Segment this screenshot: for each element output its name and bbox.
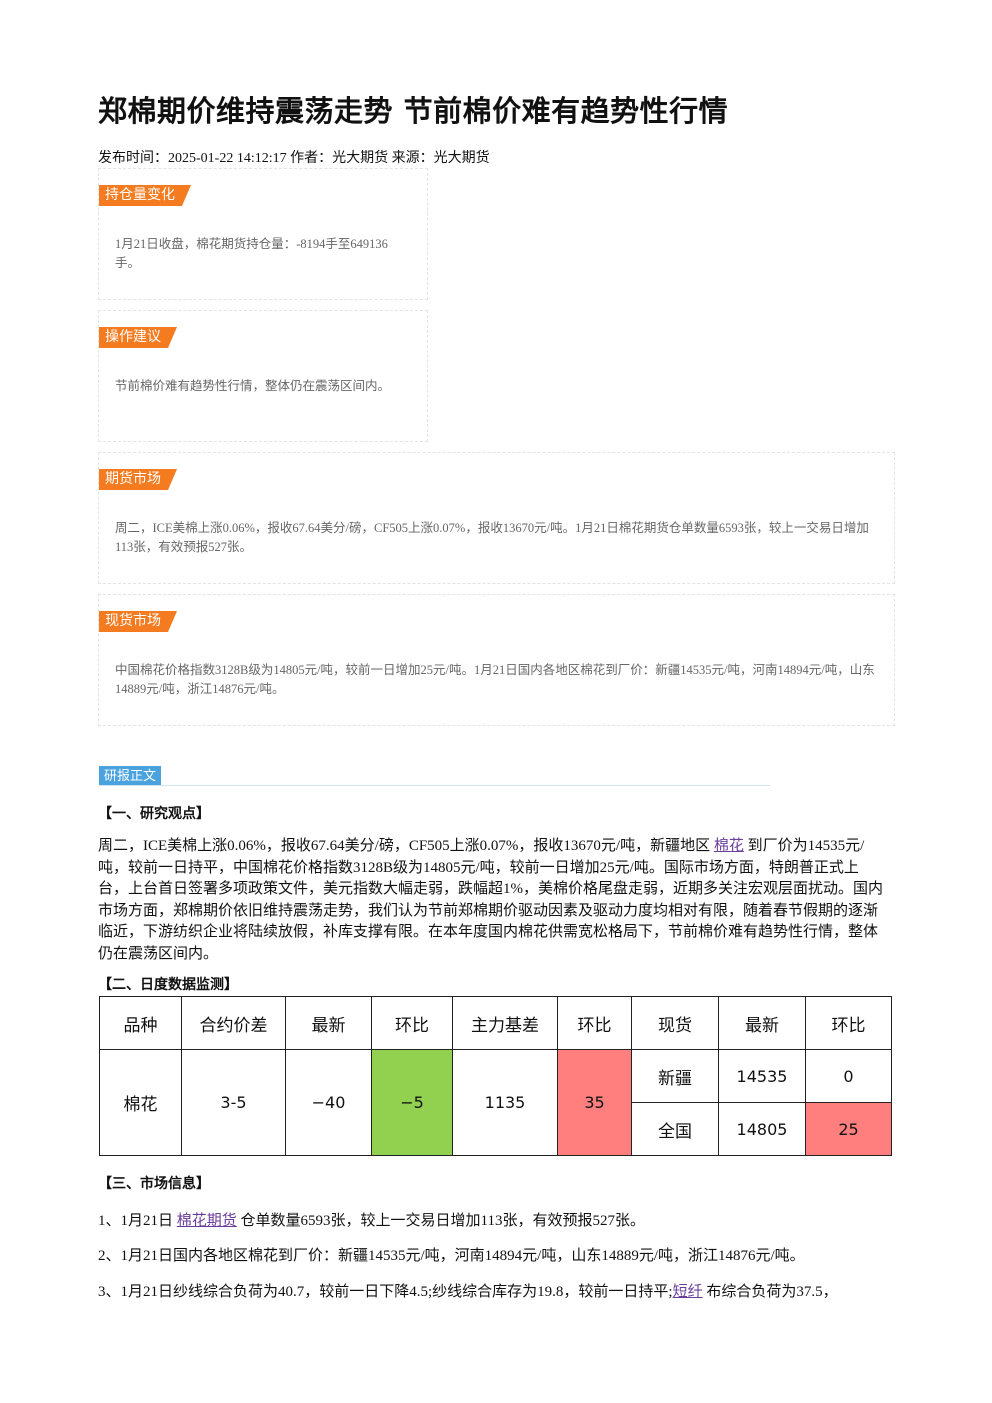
box-label: 持仓量变化: [99, 185, 191, 206]
cell: 35: [557, 1049, 632, 1156]
link[interactable]: 棉花: [713, 838, 744, 854]
box-text: 节前棉价难有趋势性行情，整体仍在震荡区间内。: [115, 379, 391, 393]
header-cell: 最新: [718, 996, 806, 1050]
header-row: 品种 合约价差 最新 环比 主力基差 环比 现货 最新 环比: [99, 996, 892, 1050]
data-table: 品种 合约价差 最新 环比 主力基差 环比 现货 最新 环比 棉花 3-5 −4…: [99, 996, 892, 1156]
cell: 14805: [718, 1102, 806, 1156]
row: 全国 14805 25: [100, 1102, 892, 1156]
cell: −5: [371, 1049, 453, 1156]
text: 3、1月21日纱线综合负荷为40.7，较前一日下降4.5;纱线综合库存为19.8…: [98, 1284, 673, 1300]
header-cell: 环比: [371, 996, 453, 1050]
box-text: 周二，ICE美棉上涨0.06%，报收67.64美分/磅，CF505上涨0.07%…: [115, 521, 869, 554]
heading: 【二、日度数据监测】: [98, 978, 238, 993]
header-cell: 最新: [285, 996, 372, 1050]
title: 郑棉期价维持震荡走势 节前棉价难有趋势性行情: [98, 94, 729, 128]
text: 到厂价为14535元/吨，较前一日持平，中国棉花价格指数3128B级为14805…: [98, 838, 884, 962]
paragraph: 周二，ICE美棉上涨0.06%，报收67.64美分/磅，CF505上涨0.07%…: [98, 836, 888, 966]
info-box: 持仓量变化 1月21日收盘，棉花期货持仓量：-8194手至649136手。: [98, 168, 428, 300]
cell: 1135: [452, 1049, 558, 1156]
box-label: 期货市场: [99, 469, 177, 490]
cell: −40: [285, 1049, 372, 1156]
cell: 25: [805, 1102, 892, 1156]
header-cell: 环比: [557, 996, 632, 1050]
box-label: 操作建议: [99, 327, 177, 348]
link[interactable]: 棉花期货: [176, 1213, 237, 1229]
list-item: 1、1月21日 棉花期货 仓单数量6593张，较上一交易日增加113张，有效预报…: [98, 1209, 645, 1230]
text: 2、1月21日国内各地区棉花到厂价：新疆14535元/吨，河南14894元/吨，…: [98, 1248, 805, 1264]
list-item: 3、1月21日纱线综合负荷为40.7，较前一日下降4.5;纱线综合库存为19.8…: [98, 1280, 838, 1301]
box-text: 中国棉花价格指数3128B级为14805元/吨，较前一日增加25元/吨。1月21…: [115, 663, 875, 696]
box-label: 现货市场: [99, 611, 177, 632]
heading: 【一、研究观点】: [98, 807, 210, 822]
cell: 棉花: [99, 1049, 182, 1156]
cell: 0: [805, 1049, 892, 1103]
cell: 3-5: [181, 1049, 286, 1156]
divider: [99, 785, 770, 786]
header-cell: 主力基差: [452, 996, 558, 1050]
list-item: 2、1月21日国内各地区棉花到厂价：新疆14535元/吨，河南14894元/吨，…: [98, 1244, 805, 1265]
meta: 发布时间：2025-01-22 14:12:17 作者：光大期货 来源：光大期货: [98, 151, 490, 166]
link[interactable]: 短纤: [672, 1284, 703, 1300]
info-box: 操作建议 节前棉价难有趋势性行情，整体仍在震荡区间内。: [98, 310, 428, 442]
cell: 14535: [718, 1049, 806, 1103]
header-cell: 合约价差: [181, 996, 286, 1050]
info-box: 现货市场 中国棉花价格指数3128B级为14805元/吨，较前一日增加25元/吨…: [98, 594, 895, 726]
header-cell: 现货: [631, 996, 719, 1050]
text: 布综合负荷为37.5，: [702, 1284, 838, 1300]
heading: 【三、市场信息】: [98, 1177, 210, 1192]
text: 周二，ICE美棉上涨0.06%，报收67.64美分/磅，CF505上涨0.07%…: [98, 838, 714, 854]
header-cell: 环比: [805, 996, 892, 1050]
row: 棉花 3-5 −40 −5 1135 35 新疆 14535 0: [99, 1049, 892, 1156]
section-tag: 研报正文: [99, 766, 162, 785]
box-text: 1月21日收盘，棉花期货持仓量：-8194手至649136手。: [115, 237, 388, 270]
cell: 新疆: [631, 1049, 719, 1103]
text: 仓单数量6593张，较上一交易日增加113张，有效预报527张。: [236, 1213, 645, 1229]
header-cell: 品种: [99, 996, 182, 1050]
info-box: 期货市场 周二，ICE美棉上涨0.06%，报收67.64美分/磅，CF505上涨…: [98, 452, 895, 584]
cell: 全国: [631, 1102, 719, 1156]
text: 1、1月21日: [98, 1213, 177, 1229]
